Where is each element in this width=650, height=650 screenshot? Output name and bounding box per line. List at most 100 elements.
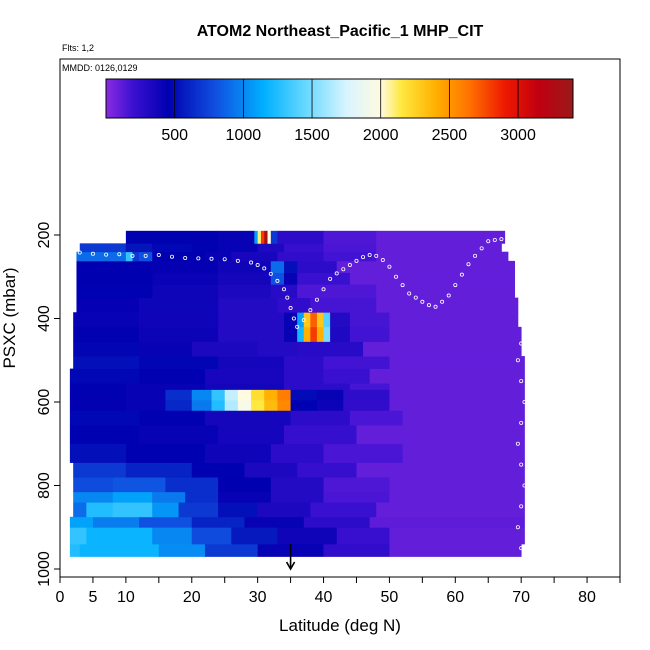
track-point [519,504,524,509]
heatmap-cell [73,477,114,493]
heatmap-cell [132,251,140,262]
track-point [420,299,425,304]
heatmap-cell [316,312,324,328]
heatmap-cell [284,356,324,369]
heatmap-cell [165,477,219,493]
y-tick-label: 800 [36,472,53,499]
heatmap-cell [125,443,206,463]
heatmap-cell [284,243,324,253]
track-point [209,256,214,261]
track-point [77,250,82,255]
colorbar: 500 1000 1500 2000 2500 3000 [105,78,574,144]
heatmap-cell [310,502,377,518]
heatmap-cell [297,462,357,478]
heatmap-cell [402,410,525,426]
heatmap-cell [330,312,351,328]
heatmap-cell [376,230,506,244]
heatmap-cell [316,389,344,401]
heatmap-cell [204,368,285,384]
track-point [519,266,524,271]
track-point [413,295,418,300]
track-point [473,253,478,258]
track-point [466,262,471,267]
heatmap-cell [76,260,153,273]
heatmap-cell [139,368,206,384]
heatmap-cell [349,410,403,426]
heatmap-cell [323,251,377,262]
track-point [156,253,161,258]
heatmap-cell [139,356,219,369]
heatmap-cell [125,230,193,244]
heatmap-cell [224,389,239,401]
heatmap-cell [152,260,219,273]
heatmap-cell [284,260,298,273]
track-point [522,249,527,254]
heatmap-cell [257,230,262,244]
track-point [393,274,398,279]
track-point [354,258,359,263]
heatmap-cell [284,383,351,390]
flights-label: Flts: 1,2 [62,43,94,53]
heatmap-cell [277,297,311,313]
heatmap-cell [323,443,403,463]
heatmap-cell [204,410,291,426]
track-point [453,283,458,288]
heatmap-cell [92,516,140,528]
heatmap-cell [231,251,278,262]
y-axis: 200 400 600 800 1000 [36,222,60,587]
heatmap-cell [79,243,127,253]
track-point [515,283,520,288]
heatmap-cell [330,326,351,342]
heatmap-cell [277,399,291,411]
heatmap-cell [270,272,285,285]
track-point [522,483,527,488]
arrow-head [285,561,296,571]
track-point [328,276,333,281]
heatmap-cell [310,297,377,313]
heatmap-cell [323,543,390,557]
heatmap-cell [244,462,298,478]
heatmap-cell [112,502,153,518]
track-point [196,256,201,261]
heatmap-cell [316,399,344,411]
heatmap-cell [356,424,525,445]
heatmap-cell [76,251,127,262]
track-point [519,379,524,384]
x-tick-label: 5 [88,589,97,606]
track-point [301,318,306,323]
heatmap-cell [369,516,525,528]
heatmap-cell [218,356,285,369]
heatmap-cell [389,399,525,411]
heatmap-cell [218,260,272,273]
heatmap-cell [389,527,525,545]
heatmap-cell [139,424,219,445]
track-point [361,255,366,260]
x-axis-label: Latitude (deg N) [279,616,401,635]
heatmap-cell [244,516,305,528]
heatmap-cell [218,424,285,445]
track-point [522,320,527,325]
heatmap-cell [125,389,166,401]
heatmap-cell [231,527,278,545]
track-point [519,546,524,551]
x-tick-label: 60 [446,589,464,606]
heatmap-cell [349,312,390,328]
heatmap-cell [191,230,219,244]
heatmap-cell [69,516,94,528]
heatmap-cell [290,399,318,411]
track-point [169,254,174,259]
heatmap-cell [204,251,232,262]
colorbar-tick-label: 2500 [432,127,468,144]
heatmap-cell [69,410,140,426]
heatmap-cell [191,341,259,357]
heatmap-cell [323,477,390,493]
heatmap-cell [69,424,140,445]
heatmap-cell [284,424,357,445]
heatmap-cell [336,260,515,273]
heatmap-cell [257,502,311,518]
heatmap-cell [349,383,390,390]
heatmap-cell [270,230,278,244]
heatmap-cell [323,312,331,328]
track-point [505,238,510,243]
heatmap-cell [218,326,285,342]
